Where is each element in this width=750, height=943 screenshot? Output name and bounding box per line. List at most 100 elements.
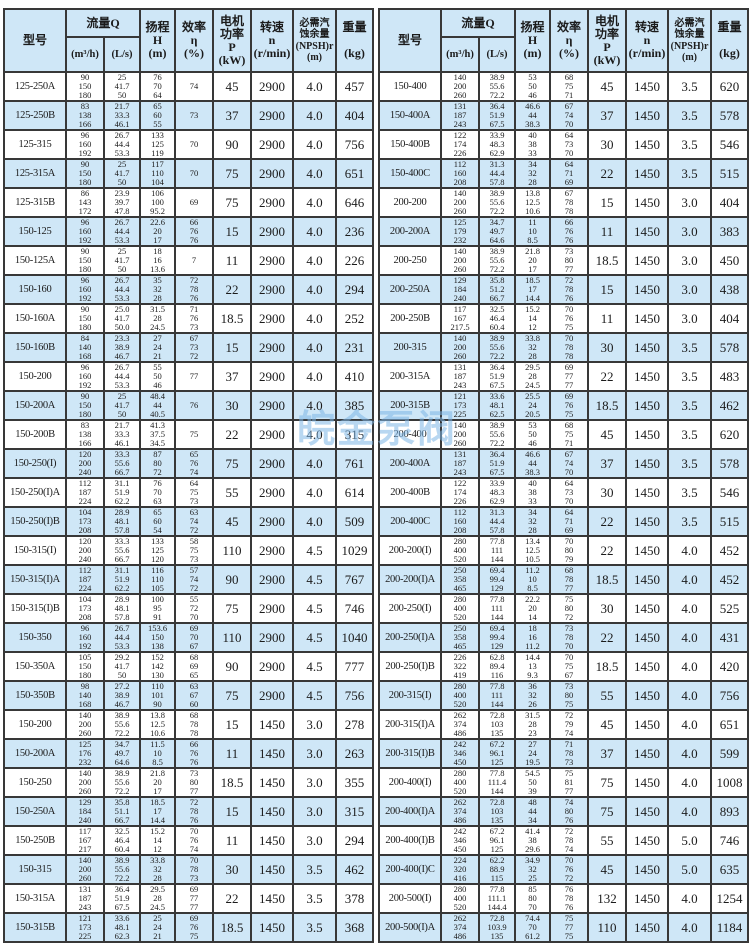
value-line: 76	[189, 748, 199, 758]
value-line: 72	[564, 710, 574, 720]
flow-m3h-cell: 121 173 225	[440, 390, 480, 421]
value-line: 120	[78, 449, 92, 459]
npsh-cell: 3.5	[667, 419, 712, 450]
value-line: 419	[453, 670, 467, 680]
value-line: 121	[453, 391, 467, 401]
flow-m3h-cell: 131 187 243	[440, 361, 480, 392]
flow-ls-cell: 69.4 99.4 129	[478, 622, 516, 653]
value-line: 25	[528, 873, 537, 883]
value-line: 226	[453, 148, 467, 158]
flow-m3h-cell: 117 167 217.5	[440, 303, 480, 334]
weight-cell: 756	[335, 129, 374, 160]
value-line: 28	[153, 313, 162, 323]
model-cell: 150-250(I)B	[3, 506, 67, 537]
value-line: 39.7	[114, 197, 130, 207]
value-line: 12.5	[525, 197, 540, 207]
value-line: 51.9	[489, 458, 505, 468]
model-cell: 200-315B	[378, 390, 442, 421]
value-line: 106	[151, 188, 164, 198]
value-line: 174	[453, 139, 467, 149]
flow-ls-cell: 38.9 55.6 72.2	[478, 332, 516, 363]
flow-ls-cell: 35.8 51.2 66.7	[478, 274, 516, 305]
value-line: 17	[528, 284, 537, 294]
value-line: 63	[189, 681, 199, 691]
flow-ls-cell: 31.1 51.9 62.2	[103, 564, 141, 595]
npsh-cell: 3.5	[292, 912, 337, 943]
value-line: 180	[78, 264, 92, 274]
value-line: 78	[564, 284, 574, 294]
npsh-cell: 3.5	[667, 506, 712, 537]
value-line: 31.1	[114, 565, 130, 575]
flow-m3h-cell: 140 200 260	[440, 419, 480, 450]
model-cell: 150-200A	[3, 390, 67, 421]
npsh-cell: 3.5	[292, 883, 337, 914]
value-line: 192	[78, 641, 92, 651]
flow-m3h-cell: 280 400 520	[440, 680, 480, 711]
value-line: 179	[453, 226, 467, 236]
value-line: 200	[78, 719, 92, 729]
table-row: 150-250(I)A 112 187 224 31.1 51.9 62.2 76 70 63 64…	[3, 477, 374, 508]
value-line: 51.9	[489, 110, 505, 120]
value-line: 280	[453, 681, 467, 691]
value-line: 14.4	[525, 652, 540, 662]
value-line: 184	[78, 806, 92, 816]
value-line: 44	[528, 110, 537, 120]
value-line: 53	[528, 420, 537, 430]
flow-ls-cell: 67.2 96.1 125	[478, 738, 516, 769]
npsh-cell: 4.0	[292, 477, 337, 508]
head-cell: 18.5 17 14.4	[139, 796, 176, 827]
power-cell: 37	[212, 361, 252, 392]
efficiency-cell: 71 76 73	[174, 303, 214, 334]
speed-cell: 2900	[250, 506, 294, 537]
value-line: 84	[80, 333, 90, 343]
head-cell: 41.4 38 29.6	[514, 825, 551, 856]
value-line: 53.3	[114, 235, 130, 245]
efficiency-cell: 70 76 75	[549, 303, 589, 334]
table-row: 200-400(I)A 262 374 486 72.8 103 135 48 44 34 74 80…	[378, 796, 749, 827]
value-line: 140	[78, 690, 92, 700]
table-row: 150-315(I)A 112 187 224 31.1 51.9 62.2 116 110 10…	[3, 564, 374, 595]
value-line: 67	[189, 333, 199, 343]
head-cell: 76 70 63	[139, 477, 176, 508]
value-line: 144.4	[487, 902, 507, 912]
value-line: 133	[151, 130, 164, 140]
weight-cell: 404	[710, 303, 749, 334]
value-line: 65	[189, 449, 199, 459]
value-line: 240	[78, 815, 92, 825]
value-line: 450	[453, 757, 467, 767]
value-line: 72.2	[489, 438, 505, 448]
value-line: 32	[528, 168, 537, 178]
value-line: 125	[453, 217, 467, 227]
value-line: 111	[490, 545, 504, 555]
npsh-cell: 3.0	[292, 709, 337, 740]
flow-m3h-cell: 140 200 260	[65, 767, 105, 798]
npsh-cell: 4.0	[667, 912, 712, 943]
value-line: 55.6	[114, 458, 130, 468]
value-line: 28	[528, 719, 537, 729]
npsh-cell: 3.5	[667, 71, 712, 102]
model-cell: 200-400A	[378, 448, 442, 479]
power-cell: 18.5	[587, 245, 627, 276]
value-line: 74	[189, 574, 199, 584]
power-cell: 30	[587, 129, 627, 160]
table-row: 200-400C 112 160 208 31.3 44.4 57.8 34 32 28 64 71 6…	[378, 506, 749, 537]
value-line: 21.7	[114, 101, 130, 111]
value-line: 31.5	[150, 304, 165, 314]
speed-cell: 1450	[625, 622, 669, 653]
value-line: 26	[528, 699, 537, 709]
value-line: 96	[80, 623, 90, 633]
speed-cell: 2900	[250, 477, 294, 508]
value-line: 232	[453, 235, 467, 245]
head-cell: 87 80 72	[139, 448, 176, 479]
value-line: 27	[528, 739, 537, 749]
value-line: 23.9	[114, 188, 130, 198]
value-line: 129	[78, 797, 92, 807]
table-header: 型号 流量Q 扬程 H (m) 效率 η (%) 电机 功率 P (kW) 转速…	[378, 8, 749, 73]
value-line: 38.9	[114, 768, 130, 778]
weight-cell: 315	[335, 796, 374, 827]
value-line: 242	[453, 826, 467, 836]
value-line: 36.4	[114, 884, 130, 894]
efficiency-cell: 73 80 77	[549, 245, 589, 276]
npsh-cell: 4.0	[667, 535, 712, 566]
value-line: 131	[453, 449, 467, 459]
